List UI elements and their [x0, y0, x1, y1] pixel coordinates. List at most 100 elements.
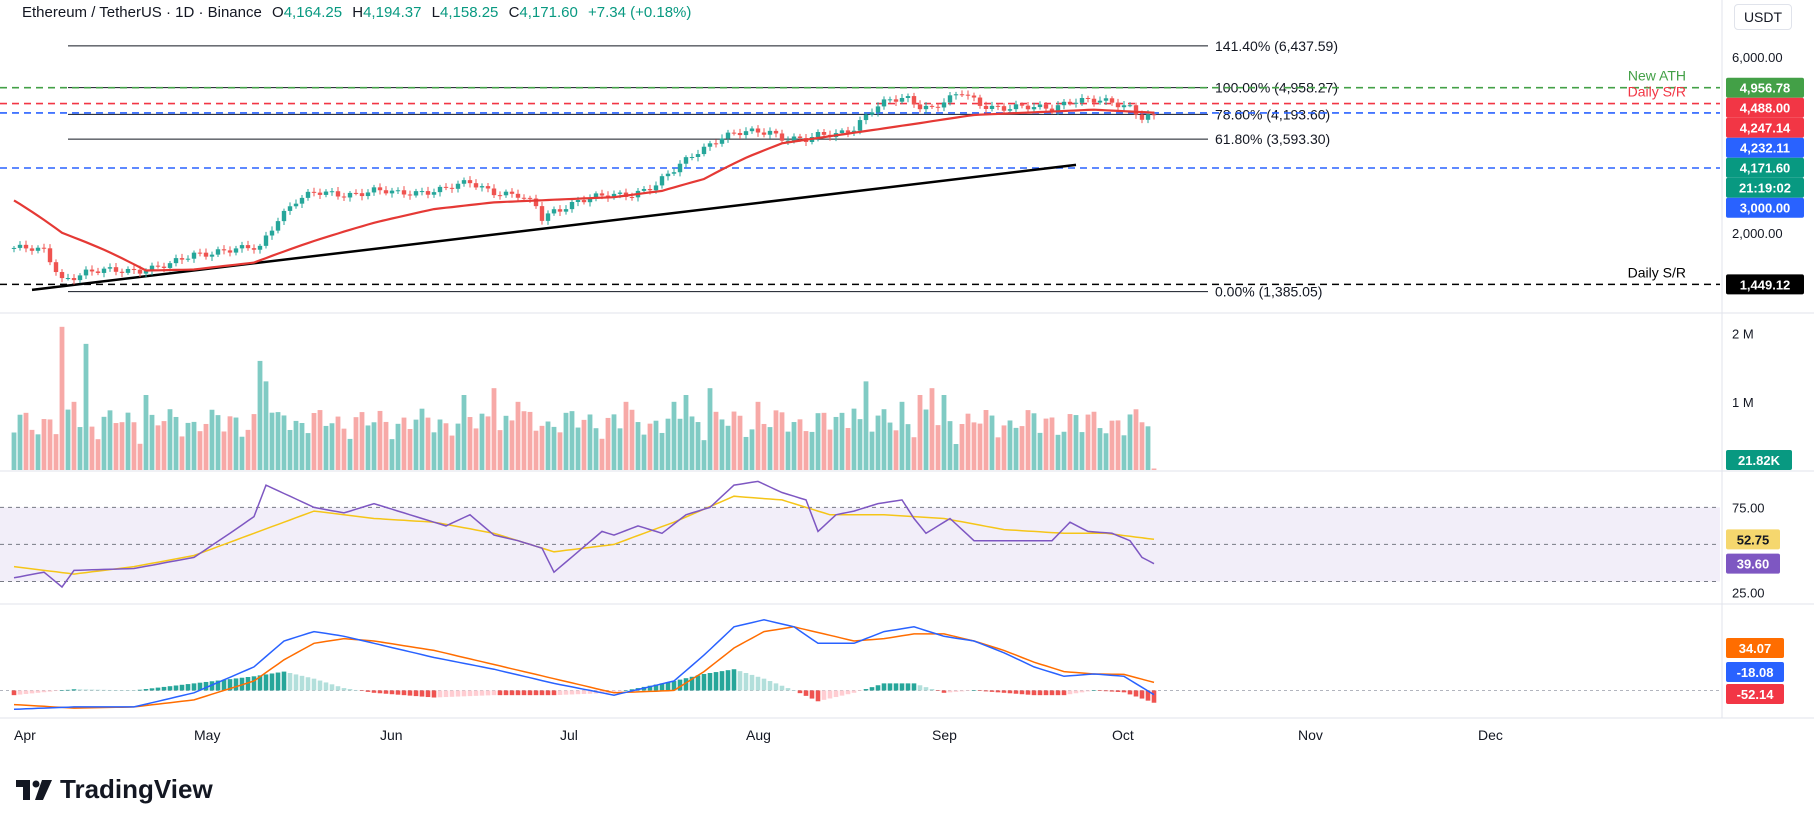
- volume-bar: [731, 411, 737, 470]
- volume-bar: [1037, 432, 1043, 470]
- candle-body: [719, 138, 725, 144]
- macd-histogram-bar: [179, 684, 185, 691]
- price-badge-label: 4,171.60: [1740, 161, 1791, 176]
- macd-histogram-bar: [485, 690, 491, 696]
- rsi-line: [13, 480, 1155, 589]
- month-label: Oct: [1112, 727, 1134, 743]
- volume-bar: [911, 437, 917, 470]
- volume-bar: [1043, 418, 1049, 470]
- volume-bar: [1133, 409, 1139, 470]
- tradingview-logo-icon: [16, 779, 52, 800]
- volume-bar: [167, 409, 173, 470]
- volume-bar: [347, 438, 353, 470]
- macd-histogram-bar: [143, 689, 149, 691]
- macd-histogram-bar: [917, 685, 923, 691]
- month-label: May: [194, 727, 220, 743]
- candle-body: [1127, 105, 1133, 107]
- currency-button[interactable]: USDT: [1734, 4, 1792, 30]
- price-chart[interactable]: Apr May Jun Jul Aug Sep Oct Nov Dec 6,000.00 2,000…: [0, 0, 1814, 760]
- volume-bar: [263, 381, 269, 470]
- candle-body: [1001, 106, 1007, 111]
- macd-histogram-bar: [929, 689, 935, 691]
- candle-body: [17, 244, 23, 248]
- candle-body: [917, 104, 923, 110]
- volume-bar: [707, 388, 713, 470]
- volume-bar: [287, 429, 293, 470]
- candle-body: [29, 248, 35, 251]
- candle-body: [665, 173, 671, 177]
- volume-bar: [521, 411, 527, 470]
- candle-body: [1019, 104, 1025, 106]
- candle-body: [1109, 98, 1115, 103]
- volume-bar: [785, 431, 791, 470]
- rsi-badge-label: 39.60: [1737, 557, 1770, 572]
- candle-body: [1031, 107, 1037, 110]
- candle-body: [1145, 114, 1151, 120]
- volume-bar: [401, 417, 407, 470]
- macd-histogram-bar: [251, 676, 257, 691]
- symbol-label[interactable]: Ethereum / TetherUS · 1D · Binance: [22, 4, 262, 21]
- macd-histogram-bar: [359, 690, 365, 691]
- volume-bar: [599, 438, 605, 470]
- moving-average-line: [13, 108, 1155, 272]
- candle-body: [227, 250, 233, 253]
- candle-body: [527, 197, 533, 199]
- macd-histogram-bar: [125, 690, 131, 691]
- macd-histogram-bar: [1109, 690, 1115, 692]
- volume-bar: [1109, 420, 1115, 470]
- volume-bar: [563, 412, 569, 470]
- macd-histogram-bar: [23, 690, 29, 694]
- macd-histogram-bar: [545, 690, 551, 696]
- candle-body: [305, 191, 311, 198]
- candle-body: [335, 191, 341, 197]
- candle-body: [533, 198, 539, 207]
- volume-bar: [1031, 413, 1037, 470]
- macd-histogram-bar: [875, 685, 881, 691]
- volume-bar: [767, 427, 773, 470]
- macd-histogram-bar: [533, 690, 539, 696]
- volume-bar: [137, 443, 143, 470]
- macd-histogram-bar: [323, 682, 329, 691]
- macd-histogram-bar: [731, 669, 737, 691]
- volume-bar: [809, 431, 815, 470]
- volume-bar: [815, 413, 821, 470]
- volume-bar: [113, 423, 119, 470]
- macd-histogram-bar: [35, 690, 41, 693]
- macd-histogram-bar: [941, 690, 947, 693]
- candle-body: [743, 131, 749, 136]
- macd-histogram-bar: [413, 690, 419, 697]
- candle-body: [137, 269, 143, 274]
- macd-histogram-bar: [815, 690, 821, 702]
- month-label: Nov: [1298, 727, 1323, 743]
- volume-bar: [701, 440, 707, 470]
- macd-histogram-bar: [71, 689, 77, 691]
- volume-bar: [1061, 431, 1067, 470]
- volume-bar: [107, 410, 113, 470]
- macd-histogram-bar: [233, 678, 239, 691]
- candle-body: [407, 194, 413, 196]
- candle-body: [287, 206, 293, 211]
- macd-histogram-bar: [701, 673, 707, 691]
- volume-bar: [299, 423, 305, 470]
- macd-histogram-bar: [47, 690, 53, 692]
- candle-body: [1061, 101, 1067, 106]
- macd-histogram-bar: [521, 690, 527, 696]
- macd-histogram-bar: [623, 690, 629, 691]
- volume-bar: [1139, 422, 1145, 470]
- macd-badge: [1726, 684, 1784, 704]
- macd-histogram-bar: [1079, 690, 1085, 693]
- volume-bar: [845, 427, 851, 470]
- candle-body: [1037, 104, 1043, 108]
- macd-histogram-bar: [131, 690, 137, 691]
- macd-histogram-bar: [467, 690, 473, 697]
- close-label: C4,171.60: [508, 4, 578, 21]
- candle-body: [11, 247, 17, 249]
- low-label: L4,158.25: [431, 4, 499, 21]
- volume-bar: [527, 411, 533, 470]
- candle-body: [971, 95, 977, 98]
- candle-body: [707, 143, 713, 147]
- volume-bar: [851, 408, 857, 470]
- candle-body: [311, 191, 317, 193]
- macd-histogram-bar: [761, 678, 767, 691]
- open-label: O4,164.25: [272, 4, 343, 21]
